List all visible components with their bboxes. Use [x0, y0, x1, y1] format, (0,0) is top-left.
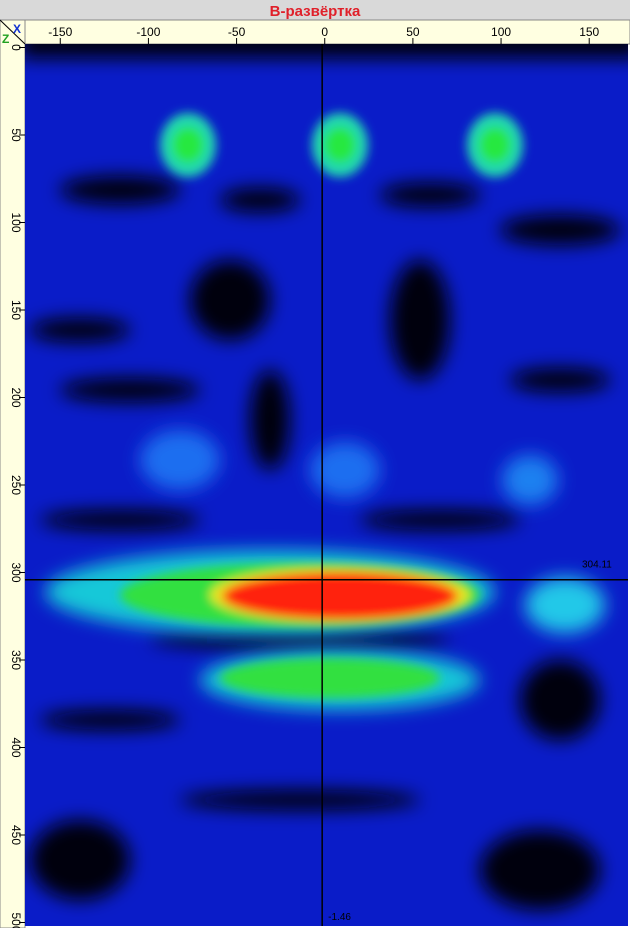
x-tick-label: 100 [491, 25, 511, 39]
heatmap [25, 44, 628, 926]
x-axis-label: X [13, 22, 21, 36]
y-tick-label: 500 [9, 912, 23, 928]
y-tick-label: 400 [9, 737, 23, 757]
y-tick-label: 50 [9, 128, 23, 142]
y-tick-label: 300 [9, 562, 23, 582]
y-tick-label: 100 [9, 212, 23, 232]
x-tick-label: 50 [406, 25, 420, 39]
title-bar [0, 0, 630, 20]
title: B-развёртка [270, 3, 361, 20]
x-tick-label: -150 [48, 25, 72, 39]
x-tick-label: 0 [321, 25, 328, 39]
z-axis-label: Z [2, 32, 9, 46]
y-tick-label: 350 [9, 650, 23, 670]
x-axis-bar [0, 19, 630, 45]
y-tick-label: 150 [9, 300, 23, 320]
y-tick-label: 250 [9, 475, 23, 495]
y-tick-label: 450 [9, 825, 23, 845]
corner-diagonal [0, 19, 26, 45]
y-tick-label: 0 [9, 44, 23, 51]
x-tick-label: -100 [136, 25, 160, 39]
x-tick-label: 150 [579, 25, 599, 39]
y-tick-label: 200 [9, 387, 23, 407]
x-tick-label: -50 [228, 25, 246, 39]
cursor-y-label: 304.11 [582, 560, 612, 571]
cursor-x-label: -1.46 [328, 912, 351, 923]
